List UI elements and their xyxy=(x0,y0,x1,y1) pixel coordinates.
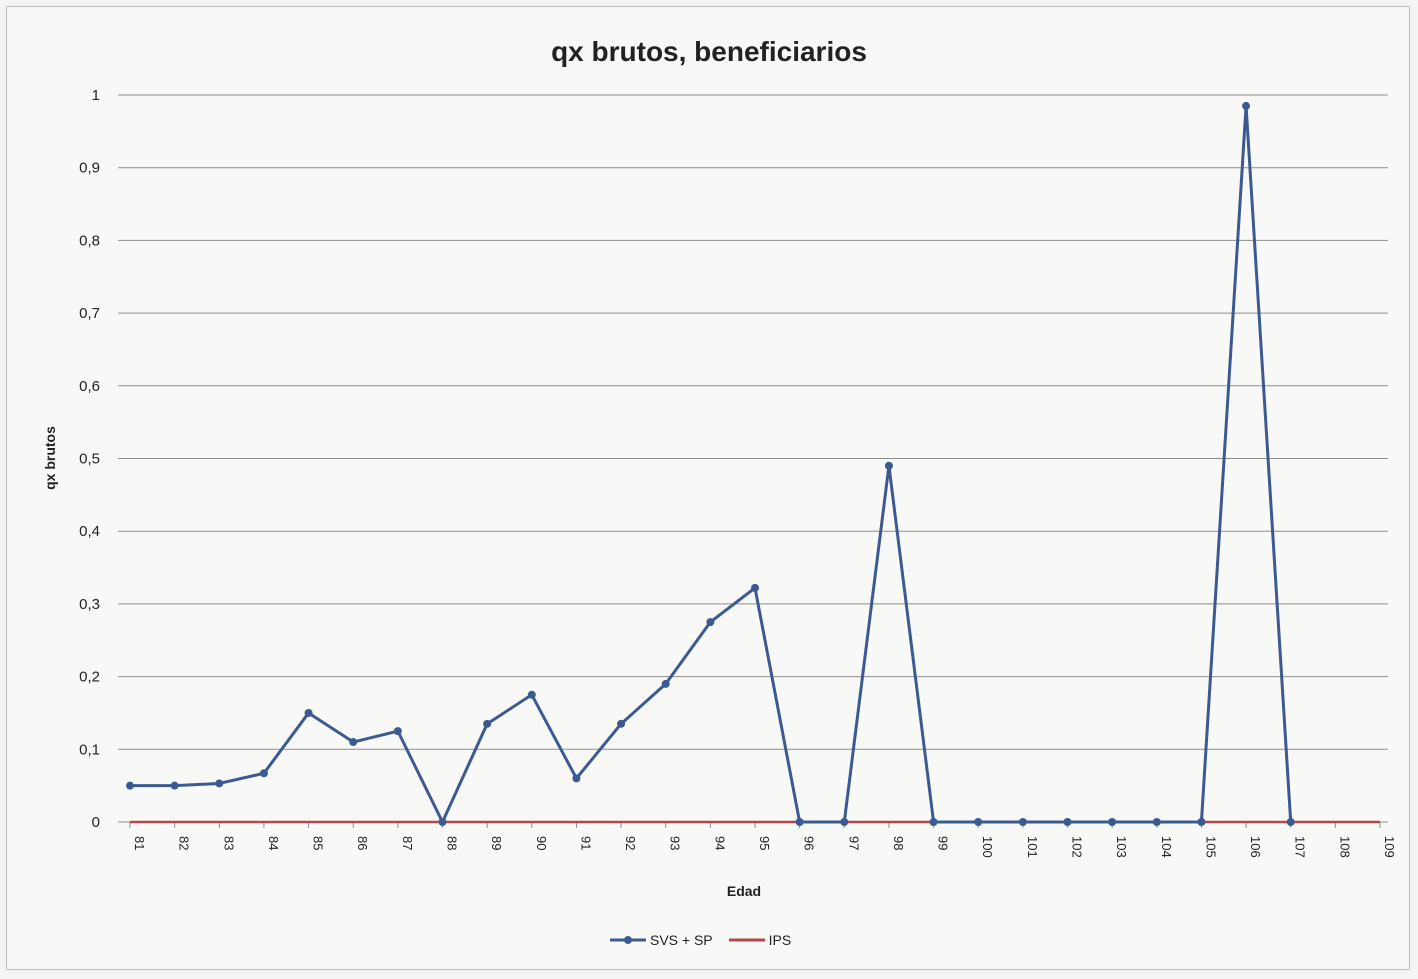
x-tick-label: 101 xyxy=(1025,836,1040,858)
legend-item-ips: IPS xyxy=(728,932,792,948)
data-point xyxy=(1018,818,1027,826)
legend-label-svs-sp: SVS + SP xyxy=(650,932,713,948)
y-tick-label: 0,2 xyxy=(79,669,100,686)
data-point xyxy=(1152,818,1161,826)
x-tick-label: 102 xyxy=(1070,836,1085,858)
x-tick-label: 98 xyxy=(891,836,906,850)
data-point xyxy=(170,781,179,790)
data-point xyxy=(215,779,224,788)
x-tick-label: 90 xyxy=(534,836,549,850)
data-point xyxy=(393,727,402,736)
data-point xyxy=(1242,101,1251,110)
data-point xyxy=(527,690,536,699)
x-tick-label: 104 xyxy=(1159,836,1174,858)
x-tick-label: 83 xyxy=(221,836,236,850)
x-tick-label: 91 xyxy=(578,836,593,850)
data-point xyxy=(795,818,804,826)
data-point xyxy=(1197,818,1206,826)
legend-swatch-svs-sp xyxy=(610,936,646,944)
series-line-0 xyxy=(130,104,1293,824)
data-point xyxy=(929,818,938,826)
data-point xyxy=(1108,818,1117,826)
y-tick-label: 0,1 xyxy=(79,741,100,758)
x-tick-label: 99 xyxy=(936,836,951,850)
data-point xyxy=(126,781,134,790)
y-axis-title: qx brutos xyxy=(42,426,58,490)
y-tick-label: 0,8 xyxy=(79,232,100,249)
x-axis-ticks: 81 82 83 84 85 86 87 88 89 90 91 92 93 94 95 96 97 98 99 10… xyxy=(129,822,1397,858)
x-tick-label: 108 xyxy=(1337,836,1352,858)
chart-title: qx brutos, beneficiarios xyxy=(551,36,867,67)
y-tick-label: 0,9 xyxy=(79,160,100,177)
x-tick-label: 103 xyxy=(1114,836,1129,858)
x-tick-label: 97 xyxy=(846,836,861,850)
data-point xyxy=(1063,818,1072,826)
x-axis-title: Edad xyxy=(727,883,761,899)
data-point xyxy=(1286,818,1295,826)
x-tick-label: 92 xyxy=(623,836,638,850)
data-point xyxy=(349,738,358,747)
x-tick-label: 81 xyxy=(132,836,147,850)
y-tick-label: 0,7 xyxy=(79,305,100,322)
x-tick-label: 86 xyxy=(355,836,370,850)
y-tick-label: 0,6 xyxy=(79,378,100,395)
y-tick-label: 0,3 xyxy=(79,596,100,613)
x-tick-label: 94 xyxy=(712,836,727,850)
data-point xyxy=(974,818,983,826)
x-tick-label: 109 xyxy=(1382,836,1397,858)
legend-item-svs-sp: SVS + SP xyxy=(610,932,713,948)
legend-label-ips: IPS xyxy=(768,932,792,948)
x-tick-label: 82 xyxy=(177,836,192,850)
x-tick-label: 85 xyxy=(311,836,326,850)
data-point xyxy=(259,769,268,778)
data-point xyxy=(438,818,447,826)
x-tick-label: 89 xyxy=(489,836,504,850)
data-point xyxy=(751,583,759,592)
y-axis-ticks: 0 0,1 0,2 0,3 0,4 0,5 0,6 0,7 0,8 0,9 1 xyxy=(79,87,100,831)
x-tick-label: 106 xyxy=(1248,836,1263,858)
series-lines xyxy=(126,101,1380,826)
x-tick-label: 95 xyxy=(757,836,772,850)
x-tick-label: 107 xyxy=(1293,836,1308,858)
x-tick-label: 96 xyxy=(802,836,817,850)
data-point xyxy=(706,618,715,627)
gridlines xyxy=(118,94,1388,823)
x-tick-label: 88 xyxy=(445,836,460,850)
y-tick-label: 1 xyxy=(92,87,100,104)
x-tick-label: 93 xyxy=(668,836,683,850)
x-tick-label: 100 xyxy=(980,836,995,858)
x-tick-label: 105 xyxy=(1203,836,1218,858)
data-point xyxy=(661,679,670,688)
data-point xyxy=(840,818,849,826)
x-tick-label: 84 xyxy=(266,836,281,850)
y-tick-label: 0,4 xyxy=(79,523,100,540)
x-tick-label: 87 xyxy=(400,836,415,850)
chart-frame xyxy=(6,6,1410,970)
y-tick-label: 0,5 xyxy=(79,451,100,468)
legend-swatch-ips xyxy=(728,938,765,942)
data-point xyxy=(483,719,492,728)
legend: SVS + SP IPS xyxy=(610,932,791,948)
data-point xyxy=(617,719,626,728)
data-point xyxy=(304,708,313,717)
data-point xyxy=(884,461,893,470)
y-tick-label: 0 xyxy=(92,814,100,831)
data-point xyxy=(572,774,581,783)
